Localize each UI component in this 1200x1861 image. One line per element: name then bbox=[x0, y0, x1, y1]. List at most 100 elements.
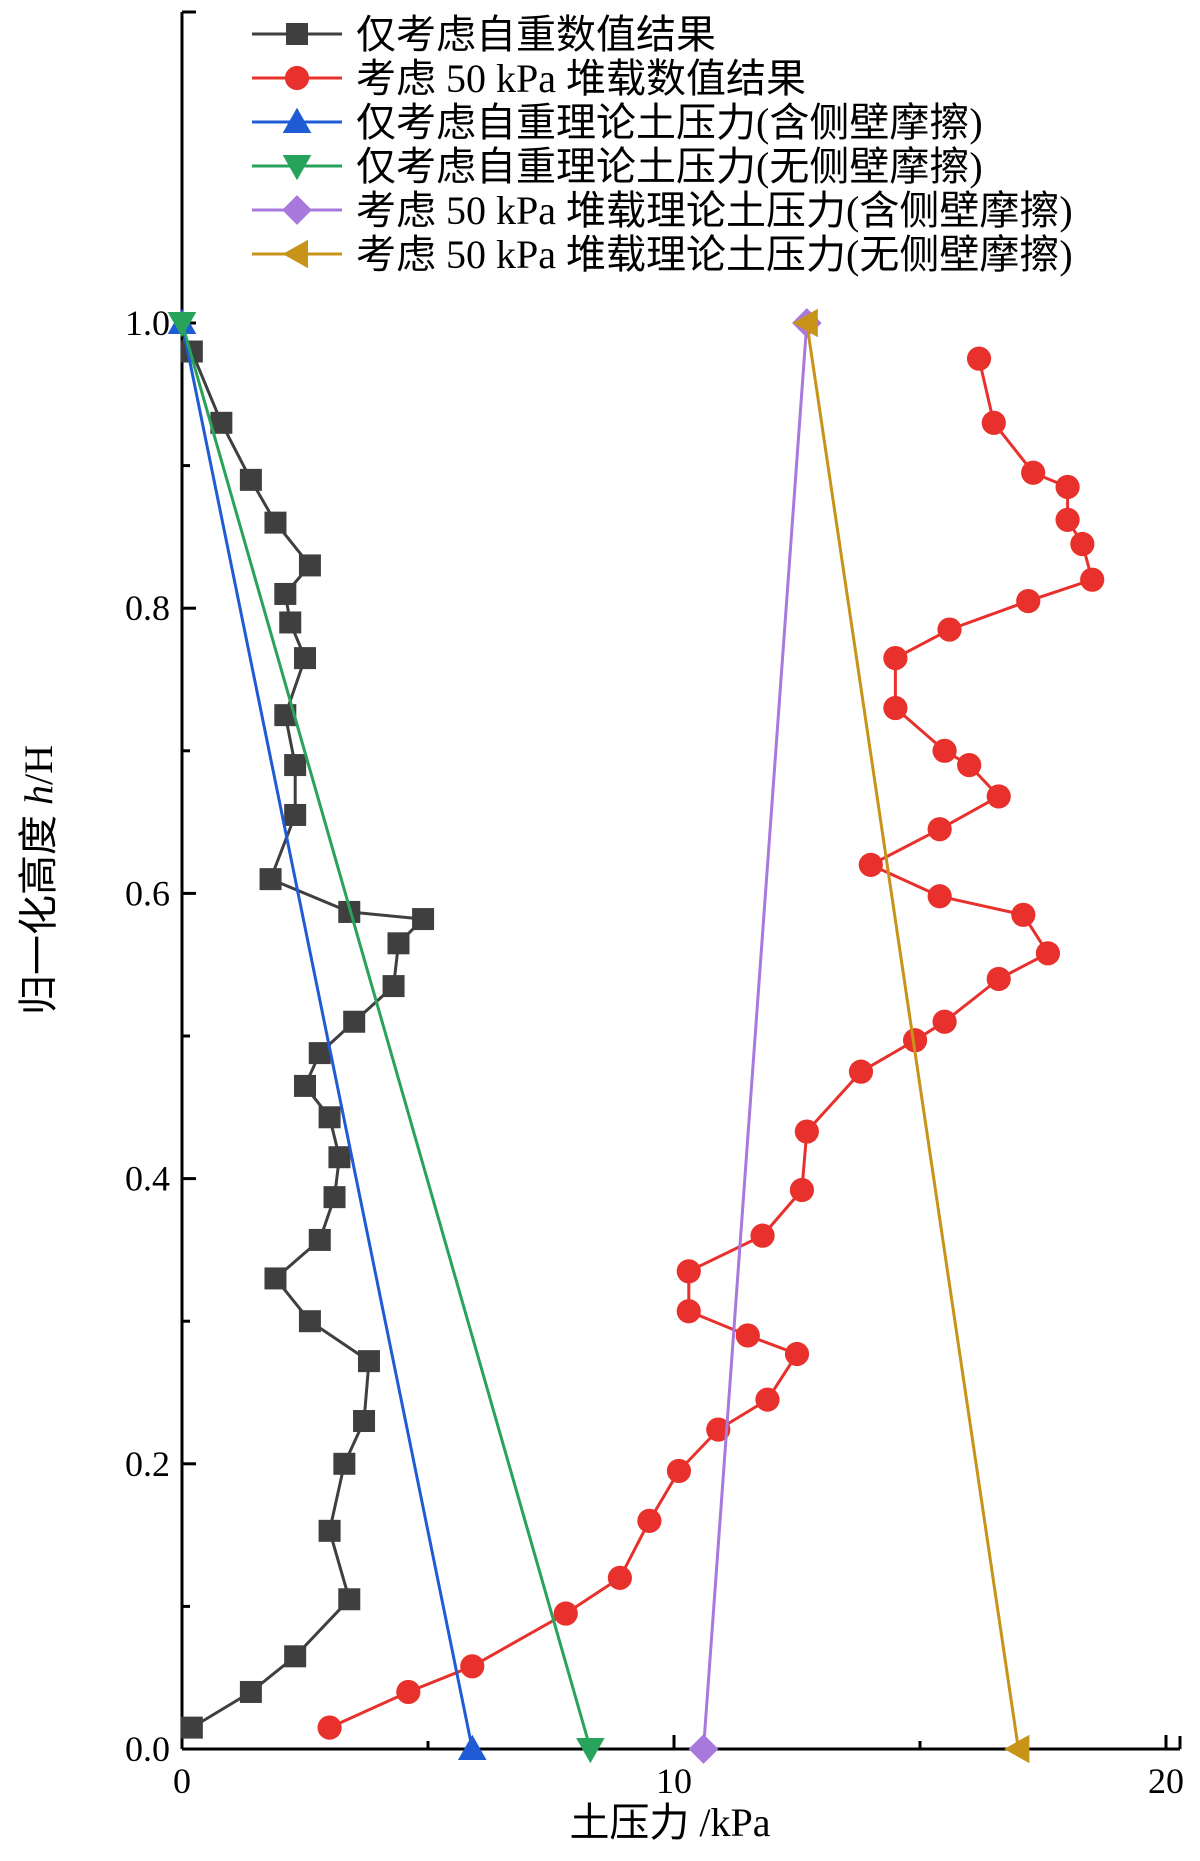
data-point bbox=[789, 1177, 815, 1203]
data-point bbox=[343, 1010, 366, 1033]
data-point bbox=[735, 1323, 760, 1348]
data-point bbox=[333, 1452, 356, 1475]
data-point bbox=[308, 1228, 331, 1251]
data-point bbox=[927, 884, 952, 909]
series-5 bbox=[688, 308, 822, 1764]
legend-label: 考虑 50 kPa 堆载理论土压力(含侧壁摩擦) bbox=[356, 188, 1073, 233]
series-line bbox=[180, 322, 474, 1750]
legend-swatch-marker bbox=[284, 65, 310, 91]
y-tick-label: 0.0 bbox=[125, 1729, 170, 1769]
data-point bbox=[986, 784, 1011, 809]
data-point bbox=[264, 511, 287, 534]
legend-item: 考虑 50 kPa 堆载理论土压力(无侧壁摩擦) bbox=[252, 232, 1073, 277]
data-point bbox=[298, 1310, 321, 1333]
data-point bbox=[986, 966, 1011, 992]
legend-item: 考虑 50 kPa 堆载数值结果 bbox=[252, 56, 806, 101]
legend-item: 仅考虑自重理论土压力(含侧壁摩擦) bbox=[252, 100, 983, 145]
data-point bbox=[338, 1588, 361, 1611]
data-point bbox=[259, 868, 282, 891]
data-point bbox=[318, 1519, 341, 1542]
y-tick-label: 0.6 bbox=[125, 873, 170, 913]
legend-label: 仅考虑自重数值结果 bbox=[356, 12, 716, 57]
series-4 bbox=[167, 312, 605, 1764]
data-point bbox=[607, 1565, 632, 1590]
data-point bbox=[382, 975, 405, 998]
data-point bbox=[932, 738, 957, 763]
series-line bbox=[180, 322, 592, 1750]
data-point bbox=[957, 752, 982, 778]
data-point bbox=[883, 695, 908, 721]
data-point bbox=[387, 932, 410, 955]
legend-swatch-marker bbox=[282, 239, 308, 269]
data-point bbox=[457, 1734, 487, 1760]
data-point bbox=[1004, 1734, 1030, 1764]
data-point bbox=[858, 852, 883, 877]
data-point bbox=[1016, 588, 1041, 614]
data-point bbox=[792, 308, 818, 338]
data-point bbox=[784, 1341, 810, 1367]
data-point bbox=[239, 468, 262, 491]
data-point bbox=[1021, 460, 1046, 485]
data-point bbox=[412, 908, 435, 931]
data-point bbox=[284, 754, 307, 777]
data-point bbox=[553, 1601, 578, 1626]
legend-item: 考虑 50 kPa 堆载理论土压力(含侧壁摩擦) bbox=[252, 188, 1073, 233]
data-point bbox=[357, 1350, 380, 1373]
data-point bbox=[274, 582, 297, 605]
data-point bbox=[167, 312, 197, 338]
data-point bbox=[966, 346, 992, 371]
x-tick-label: 0 bbox=[173, 1761, 191, 1801]
data-point bbox=[284, 1645, 307, 1668]
data-point bbox=[1070, 531, 1095, 557]
data-point bbox=[848, 1059, 874, 1084]
y-tick-label: 0.4 bbox=[125, 1159, 170, 1199]
data-point bbox=[676, 1299, 701, 1324]
legend-item: 仅考虑自重数值结果 bbox=[252, 12, 716, 57]
series-line bbox=[328, 358, 1094, 1729]
data-point bbox=[308, 1042, 331, 1065]
data-point bbox=[637, 1508, 662, 1533]
data-point bbox=[317, 1715, 342, 1740]
data-point bbox=[576, 1738, 605, 1764]
data-point bbox=[676, 1259, 701, 1284]
series-3 bbox=[167, 308, 487, 1760]
data-point bbox=[1055, 474, 1080, 500]
series-line bbox=[805, 322, 1020, 1750]
data-point bbox=[927, 817, 952, 842]
data-point bbox=[1055, 507, 1080, 532]
data-point bbox=[294, 1074, 316, 1097]
data-point bbox=[328, 1146, 351, 1169]
legend-swatch-marker bbox=[282, 107, 312, 133]
data-point bbox=[883, 646, 908, 671]
data-point bbox=[794, 1119, 819, 1144]
y-axis-title-italic: h bbox=[16, 785, 61, 805]
y-tick-label: 1.0 bbox=[125, 303, 170, 343]
data-point bbox=[1035, 941, 1061, 966]
data-point bbox=[460, 1654, 485, 1679]
data-point bbox=[210, 411, 233, 434]
data-point bbox=[902, 1028, 928, 1053]
x-tick-label: 20 bbox=[1148, 1761, 1184, 1801]
data-point bbox=[239, 1680, 262, 1703]
data-point bbox=[279, 611, 302, 634]
y-axis-title-prefix: 归一化高度 bbox=[16, 805, 61, 1015]
y-tick-label: 0.2 bbox=[125, 1444, 170, 1484]
y-axis-title: 归一化高度 h/H bbox=[16, 745, 61, 1015]
data-point bbox=[1011, 902, 1036, 927]
legend-label: 考虑 50 kPa 堆载数值结果 bbox=[356, 56, 806, 101]
data-point bbox=[688, 1734, 719, 1764]
data-point bbox=[750, 1223, 775, 1248]
data-point bbox=[284, 803, 307, 826]
legend-label: 仅考虑自重理论土压力(含侧壁摩擦) bbox=[356, 100, 983, 145]
legend-swatch-marker bbox=[286, 23, 308, 45]
data-point bbox=[323, 1186, 346, 1209]
data-point bbox=[353, 1410, 376, 1433]
series-1 bbox=[180, 340, 435, 1739]
x-axis-title: 土压力 /kPa bbox=[569, 1800, 770, 1845]
data-point bbox=[180, 1716, 203, 1739]
data-point bbox=[294, 647, 316, 670]
data-point bbox=[666, 1458, 692, 1484]
